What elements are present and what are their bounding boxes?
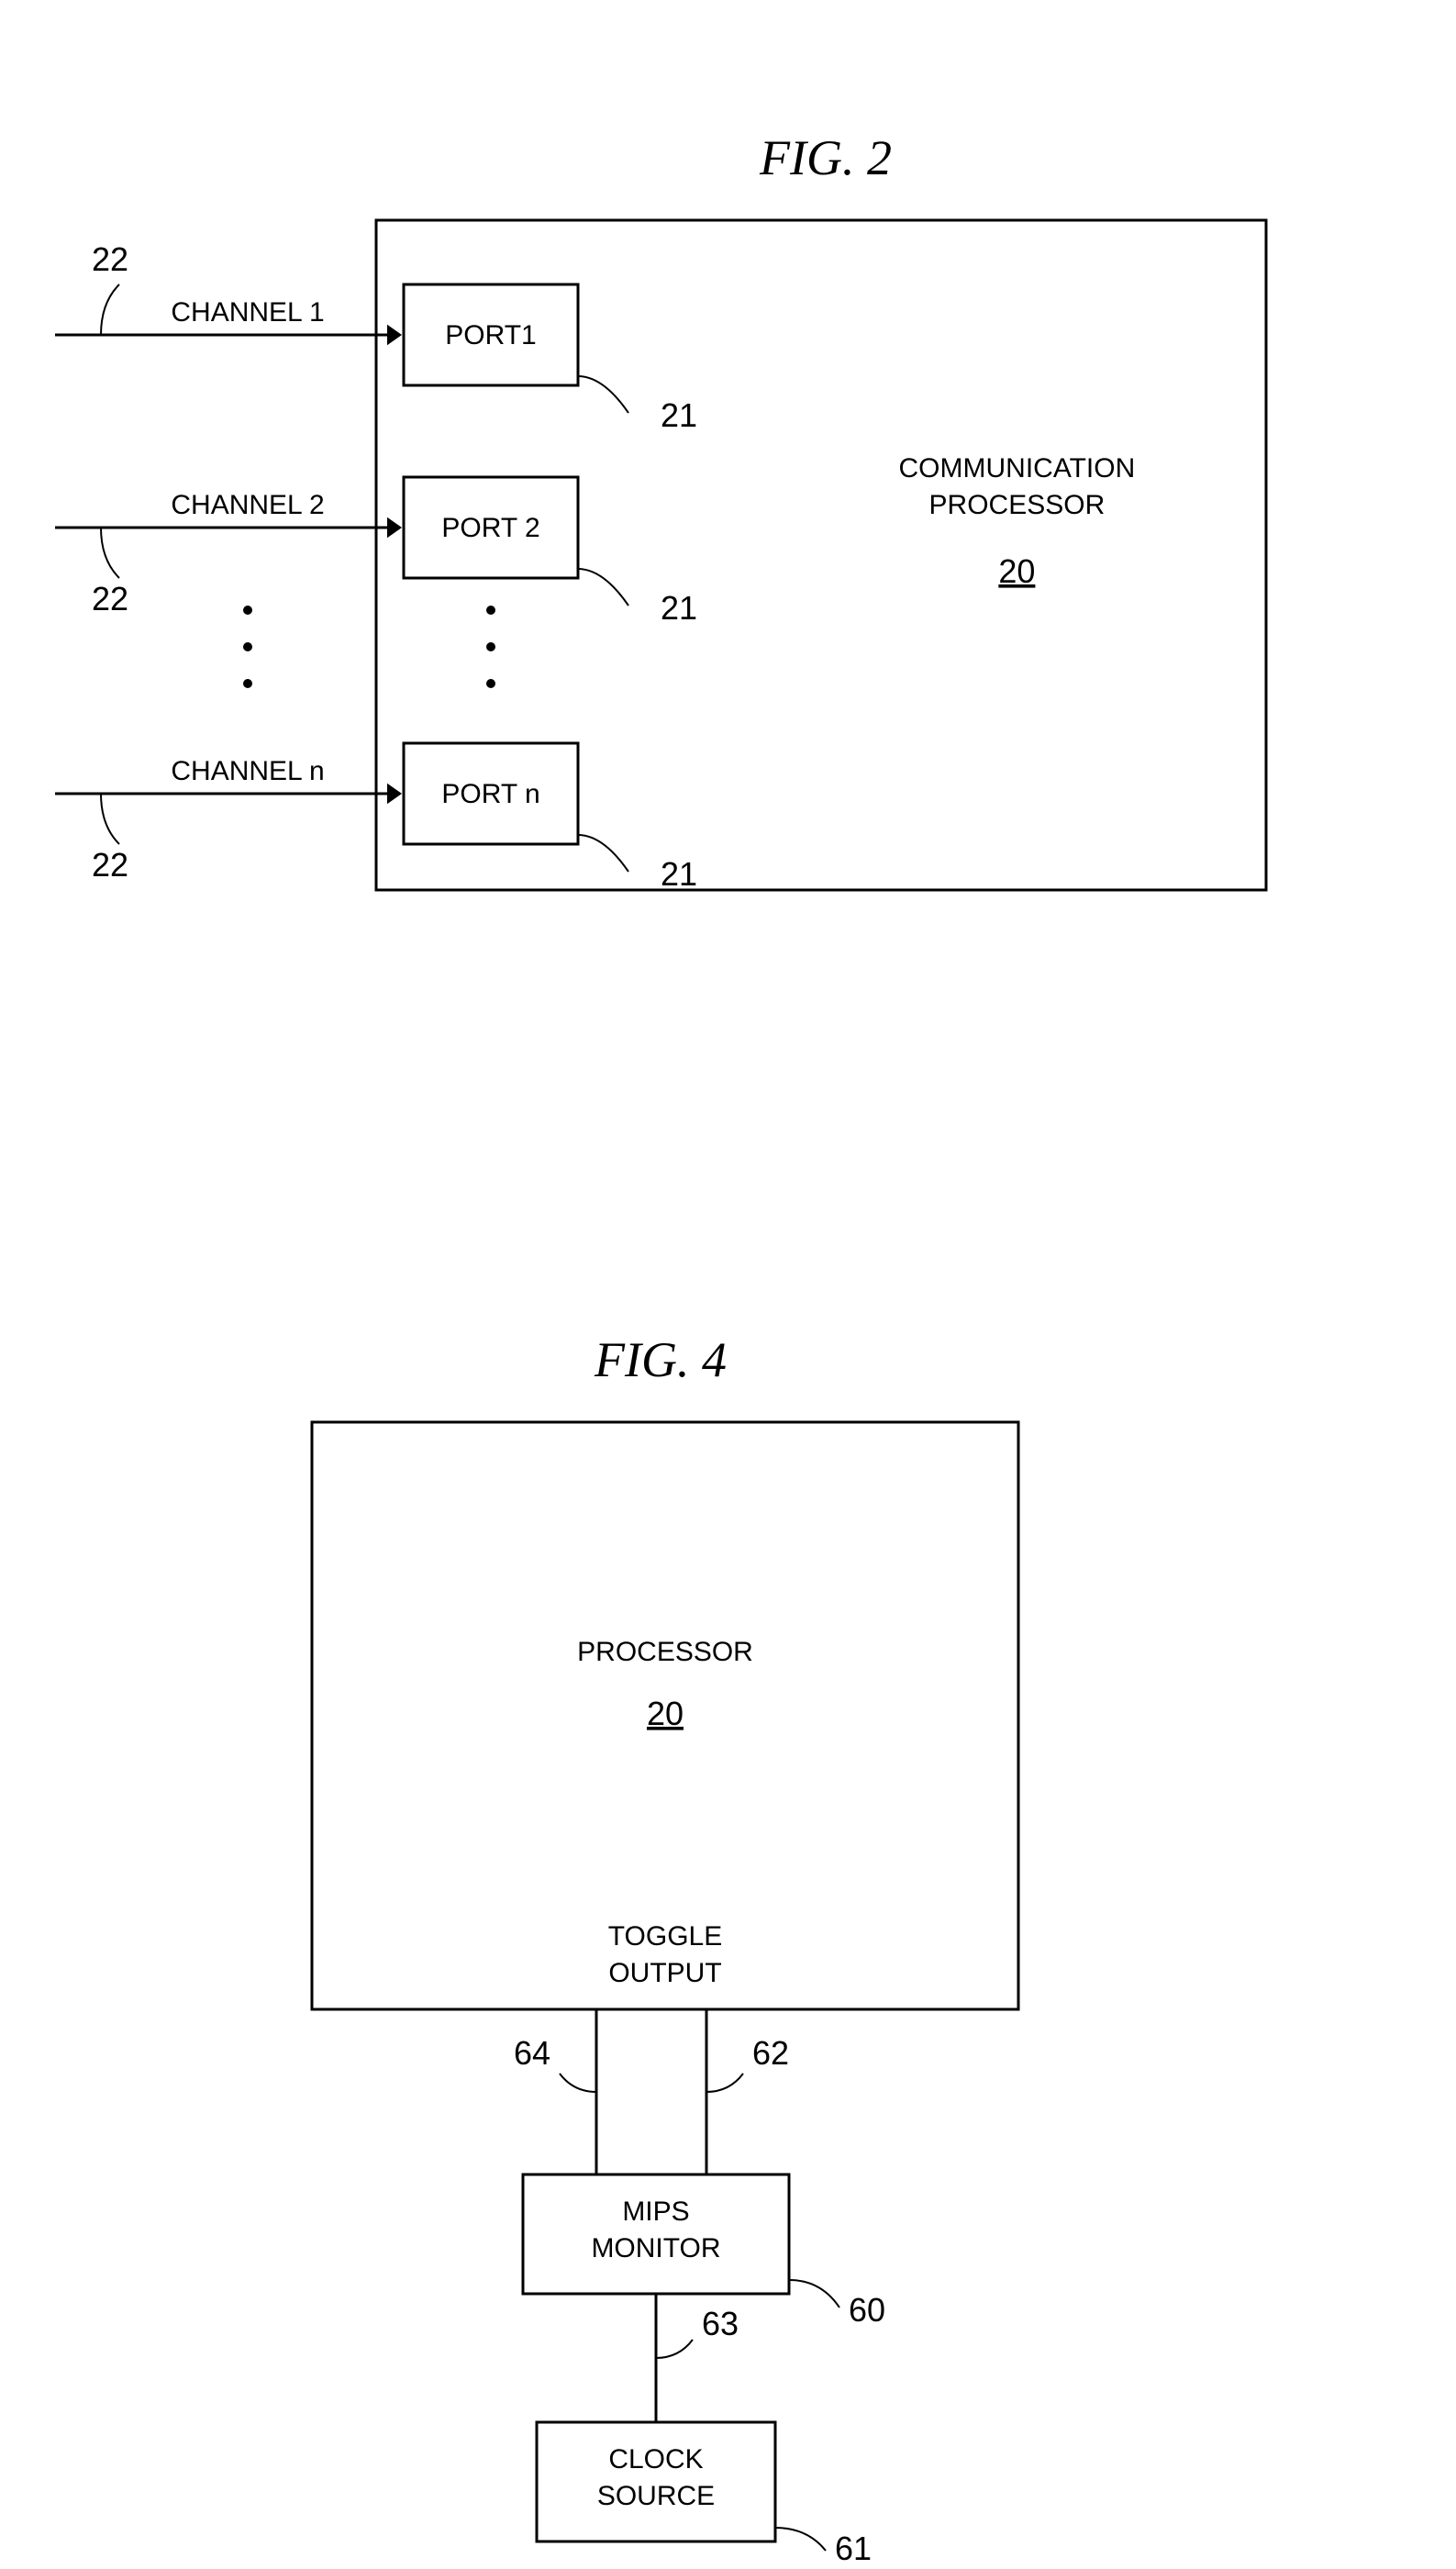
fig4-ref63: 63 [702,2305,739,2342]
fig4-clock1: CLOCK [608,2444,703,2474]
fig4-mips1: MIPS [622,2196,689,2227]
fig2-ch-label-2: CHANNEL n [171,756,324,786]
fig2-ch-label-0: CHANNEL 1 [171,297,324,328]
fig4-title: FIG. 4 [594,1332,727,1387]
fig4-mips2: MONITOR [591,2233,720,2263]
fig2-main-l2: PROCESSOR [929,490,1106,520]
fig4-ref64: 64 [514,2034,550,2072]
fig4-toggle2: OUTPUT [608,1958,721,1988]
fig2-port-label-2: PORT n [441,779,539,809]
fig4-toggle1: TOGGLE [608,1921,722,1952]
fig4-clock-ref: 61 [835,2530,872,2567]
fig2-port-ref-0: 21 [661,396,697,434]
fig2-port-label-0: PORT1 [445,320,536,350]
fig2-main-l1: COMMUNICATION [899,453,1136,484]
fig2-main-ref: 20 [998,552,1035,590]
fig4-ref62: 62 [752,2034,789,2072]
fig4-clock2: SOURCE [597,2481,715,2511]
fig2-port-ref-2: 21 [661,855,697,893]
fig2-title: FIG. 2 [759,130,892,185]
fig2-ch-ref-0: 22 [92,240,128,278]
fig2-port-ref-1: 21 [661,589,697,627]
fig2-port-label-1: PORT 2 [441,513,539,543]
fig4-proc-ref: 20 [647,1695,684,1732]
fig4-mips-ref: 60 [849,2291,885,2329]
fig2-ch-ref-1: 22 [92,580,128,617]
fig2-ch-ref-2: 22 [92,846,128,884]
fig4-proc-label: PROCESSOR [577,1637,753,1667]
fig2-ch-label-1: CHANNEL 2 [171,490,324,520]
